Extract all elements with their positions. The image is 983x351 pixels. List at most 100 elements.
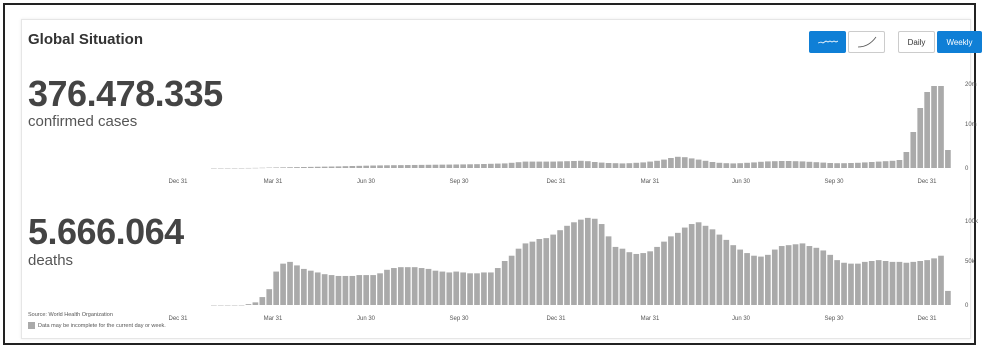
cases-bar[interactable] bbox=[578, 160, 584, 168]
deaths-bar[interactable] bbox=[543, 238, 550, 305]
cases-bar[interactable] bbox=[785, 161, 792, 168]
deaths-bar[interactable] bbox=[827, 254, 834, 305]
deaths-bar[interactable] bbox=[342, 275, 349, 305]
cases-bar[interactable] bbox=[695, 159, 702, 168]
deaths-bar[interactable] bbox=[820, 250, 827, 305]
deaths-bar[interactable] bbox=[439, 271, 446, 305]
deaths-bar[interactable] bbox=[681, 227, 688, 305]
cases-bar[interactable] bbox=[813, 162, 820, 168]
cases-bar[interactable] bbox=[882, 161, 889, 168]
cases-bar[interactable] bbox=[737, 163, 743, 168]
cases-bar[interactable] bbox=[356, 165, 363, 168]
deaths-bar[interactable] bbox=[751, 255, 757, 305]
cases-bar[interactable] bbox=[460, 164, 466, 168]
deaths-bar[interactable] bbox=[287, 261, 293, 305]
deaths-bar[interactable] bbox=[557, 230, 563, 305]
cases-bar[interactable] bbox=[834, 163, 840, 168]
cases-bar[interactable] bbox=[564, 161, 570, 168]
deaths-bar[interactable] bbox=[432, 270, 439, 305]
cases-bar[interactable] bbox=[515, 162, 522, 168]
deaths-bar[interactable] bbox=[522, 243, 529, 305]
cases-bar[interactable] bbox=[751, 162, 757, 168]
cases-bar[interactable] bbox=[481, 164, 487, 168]
cases-bar[interactable] bbox=[771, 161, 778, 168]
cases-bar[interactable] bbox=[924, 92, 930, 168]
cases-bar[interactable] bbox=[349, 166, 356, 168]
cases-bar[interactable] bbox=[370, 165, 376, 168]
deaths-bar[interactable] bbox=[695, 222, 702, 305]
deaths-bar[interactable] bbox=[931, 258, 937, 305]
deaths-bar[interactable] bbox=[626, 252, 633, 305]
cases-bar[interactable] bbox=[709, 162, 716, 168]
cases-bar[interactable] bbox=[778, 161, 785, 168]
cases-bar[interactable] bbox=[792, 161, 799, 168]
cases-bar[interactable] bbox=[938, 86, 944, 168]
cases-bar[interactable] bbox=[605, 163, 612, 168]
cases-bar[interactable] bbox=[384, 165, 390, 168]
deaths-bar[interactable] bbox=[307, 270, 314, 305]
cases-bar[interactable] bbox=[612, 163, 619, 168]
deaths-bar[interactable] bbox=[391, 268, 397, 305]
cases-bar[interactable] bbox=[335, 166, 342, 168]
cases-bar[interactable] bbox=[716, 162, 723, 168]
cases-bar[interactable] bbox=[307, 166, 314, 168]
deaths-bar[interactable] bbox=[945, 290, 951, 305]
deaths-bar[interactable] bbox=[550, 234, 557, 305]
cases-bar[interactable] bbox=[453, 164, 460, 168]
cases-bar[interactable] bbox=[536, 161, 543, 168]
deaths-bar[interactable] bbox=[765, 254, 771, 305]
deaths-bar[interactable] bbox=[363, 275, 370, 305]
cases-bar[interactable] bbox=[397, 165, 404, 168]
cases-bar[interactable] bbox=[391, 165, 397, 168]
deaths-bar[interactable] bbox=[737, 249, 743, 305]
deaths-bar[interactable] bbox=[861, 261, 868, 305]
deaths-bar[interactable] bbox=[647, 251, 653, 305]
cases-bar[interactable] bbox=[571, 161, 577, 168]
cases-bar[interactable] bbox=[730, 163, 737, 168]
deaths-bar[interactable] bbox=[446, 272, 453, 305]
cases-bar[interactable] bbox=[287, 167, 293, 168]
cases-bar[interactable] bbox=[654, 160, 660, 168]
cases-bar[interactable] bbox=[418, 164, 425, 168]
deaths-bar[interactable] bbox=[778, 246, 785, 305]
deaths-bar[interactable] bbox=[494, 268, 501, 305]
cases-bar[interactable] bbox=[931, 86, 937, 168]
deaths-bar[interactable] bbox=[349, 275, 356, 305]
deaths-bar[interactable] bbox=[501, 261, 508, 305]
cases-bar[interactable] bbox=[467, 164, 473, 168]
deaths-bar[interactable] bbox=[716, 234, 723, 305]
cases-bar[interactable] bbox=[501, 163, 508, 168]
cases-bar[interactable] bbox=[411, 164, 418, 168]
deaths-bar[interactable] bbox=[758, 256, 764, 305]
cases-bar[interactable] bbox=[758, 161, 764, 168]
deaths-bar[interactable] bbox=[411, 267, 418, 305]
deaths-bar[interactable] bbox=[335, 275, 342, 305]
cases-bar[interactable] bbox=[647, 161, 653, 168]
deaths-bar[interactable] bbox=[328, 275, 335, 305]
cases-bar[interactable] bbox=[543, 161, 550, 168]
deaths-bar[interactable] bbox=[460, 272, 466, 305]
cases-bar[interactable] bbox=[550, 161, 557, 168]
deaths-bar[interactable] bbox=[564, 225, 570, 305]
deaths-bar[interactable] bbox=[813, 247, 820, 305]
cases-bar[interactable] bbox=[702, 160, 709, 168]
deaths-bar[interactable] bbox=[855, 263, 861, 305]
cases-bar[interactable] bbox=[584, 161, 591, 168]
deaths-bar[interactable] bbox=[723, 239, 730, 305]
deaths-bar[interactable] bbox=[280, 263, 286, 305]
cases-bar[interactable] bbox=[855, 162, 861, 168]
cases-bar[interactable] bbox=[446, 164, 453, 168]
deaths-bar[interactable] bbox=[467, 273, 473, 305]
deaths-bar[interactable] bbox=[612, 246, 619, 305]
cases-bar[interactable] bbox=[640, 162, 647, 168]
deaths-bar[interactable] bbox=[314, 272, 321, 305]
deaths-bar[interactable] bbox=[598, 224, 605, 305]
cases-bar[interactable] bbox=[342, 166, 349, 168]
deaths-bar[interactable] bbox=[584, 217, 591, 305]
deaths-bar[interactable] bbox=[273, 271, 280, 305]
cases-bar[interactable] bbox=[591, 162, 598, 168]
deaths-bar[interactable] bbox=[301, 268, 307, 305]
cases-bar[interactable] bbox=[598, 162, 605, 168]
cases-bar[interactable] bbox=[626, 163, 633, 168]
cases-bar[interactable] bbox=[619, 163, 626, 168]
